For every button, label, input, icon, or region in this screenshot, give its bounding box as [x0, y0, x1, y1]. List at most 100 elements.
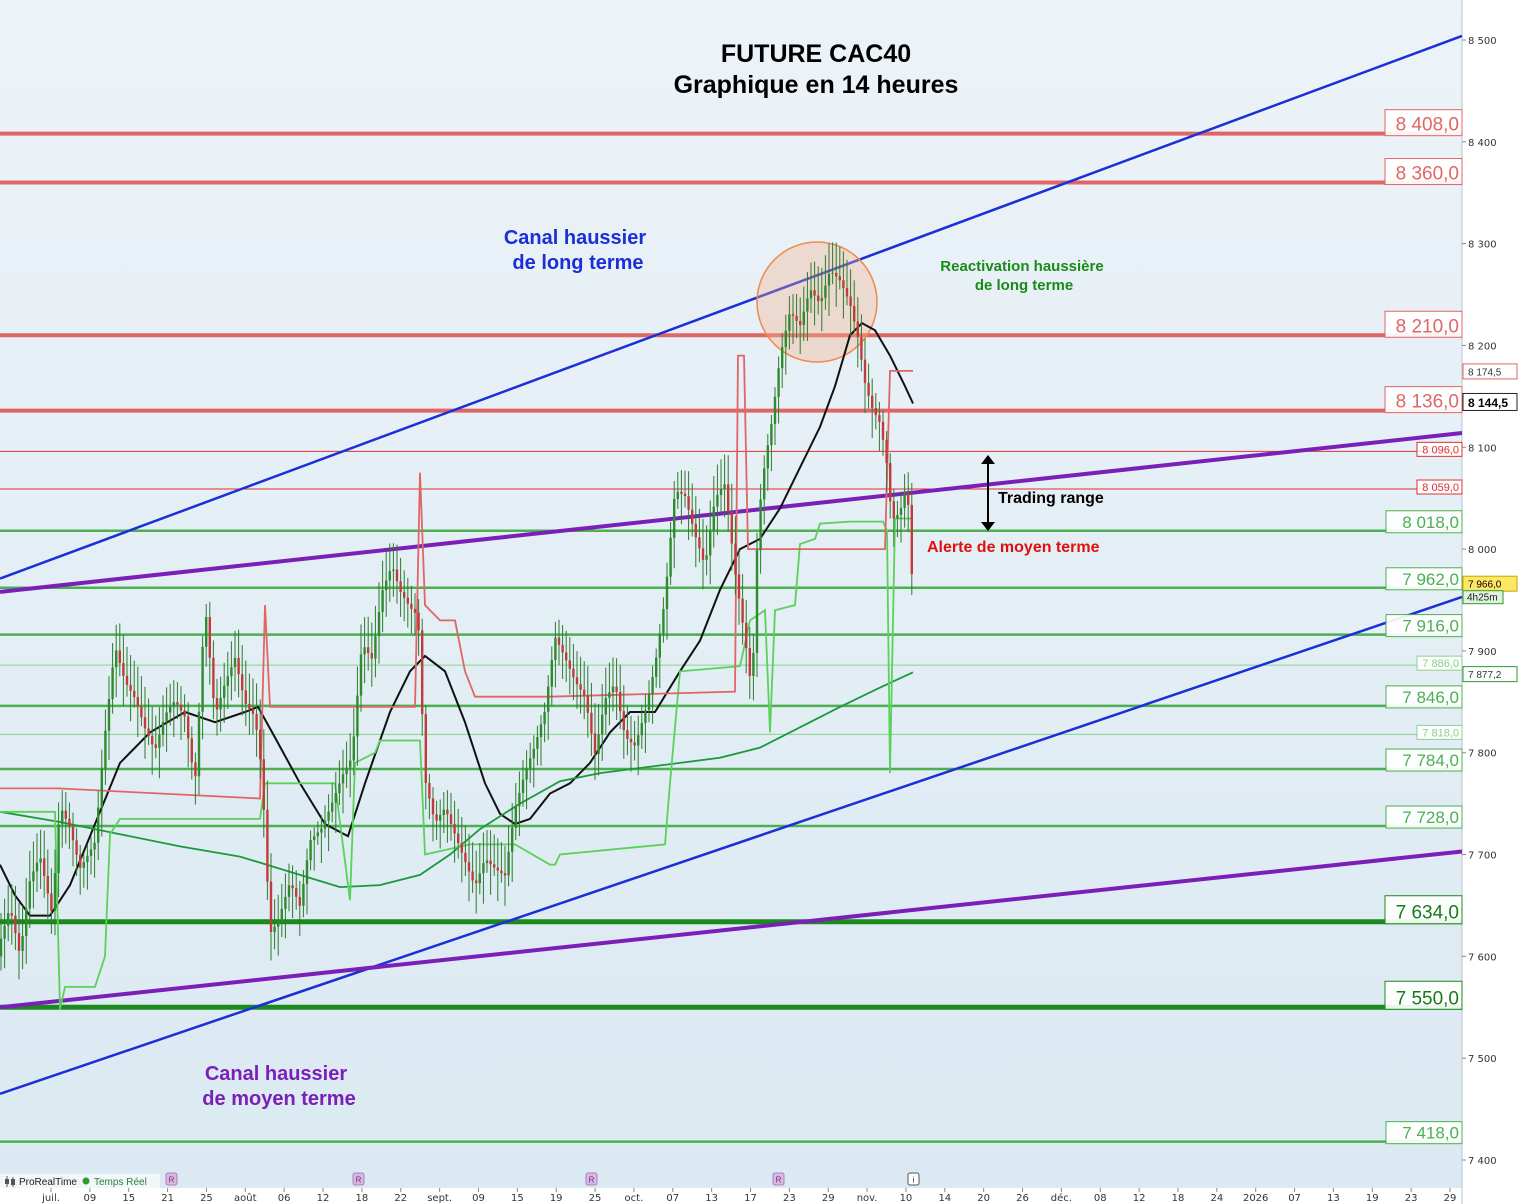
svg-text:R: R	[589, 1176, 595, 1185]
candle-body	[453, 823, 456, 834]
x-tick-label: 20	[977, 1193, 990, 1204]
annotation-medium-term-channel-line1: Canal haussier	[205, 1063, 348, 1085]
candle-body	[874, 408, 877, 415]
x-tick-label: 23	[783, 1193, 796, 1204]
candle-body	[0, 938, 3, 957]
candle-body	[154, 744, 157, 748]
footer-status: Temps Réel	[94, 1177, 147, 1188]
x-tick-label: 19	[550, 1193, 563, 1204]
candle-body	[802, 311, 805, 325]
candle-body	[698, 537, 701, 549]
candle-body	[165, 712, 168, 722]
candle-body	[71, 826, 75, 841]
candle-body	[871, 395, 874, 409]
y-tick-label: 7 600	[1468, 952, 1497, 963]
candle-body	[863, 359, 867, 383]
candle-body	[485, 860, 489, 864]
candle-body	[737, 574, 741, 599]
x-tick-label: juil.	[41, 1193, 60, 1204]
candle-body	[215, 698, 219, 710]
candle-body	[907, 492, 910, 505]
candle-body	[233, 657, 237, 668]
candle-body	[359, 654, 363, 696]
candle-body	[525, 767, 528, 780]
price-tag-box	[1462, 392, 1518, 411]
candle-body	[392, 569, 395, 571]
candle-body	[64, 810, 67, 819]
candle-body	[608, 692, 611, 698]
x-tick-label: 07	[1288, 1193, 1301, 1204]
candle-body	[547, 686, 550, 712]
r-marker-icon[interactable]: R	[352, 1172, 365, 1186]
level-label-box	[1416, 655, 1463, 671]
r-marker-icon[interactable]: R	[165, 1172, 178, 1186]
candle-body	[730, 511, 733, 544]
r-marker-icon[interactable]: R	[772, 1172, 785, 1186]
level-label-box	[1385, 805, 1463, 829]
candle-body	[853, 306, 856, 322]
level-label: 7 886,0	[1422, 658, 1459, 670]
candle-body	[212, 657, 215, 699]
candle-body	[511, 827, 514, 852]
candle-body	[824, 285, 827, 298]
candle-body	[460, 843, 463, 853]
candle-body	[741, 598, 744, 623]
candle-body	[629, 738, 633, 743]
candle-body	[590, 712, 593, 734]
price-tags: 8 174,5 8 144,5 7 966,0 7 877,2 4h25m	[1462, 363, 1518, 683]
candle-body	[345, 767, 348, 775]
candle-body	[435, 814, 438, 821]
candle-body	[763, 468, 766, 500]
candle-body	[410, 603, 413, 609]
y-tick-label: 7 900	[1468, 647, 1497, 658]
x-tick-label: oct.	[625, 1193, 644, 1204]
level-label-box	[1385, 685, 1463, 709]
x-tick-label: 29	[822, 1193, 835, 1204]
candle-body	[125, 675, 129, 685]
r-marker-icon[interactable]: R	[585, 1172, 598, 1186]
candle-body	[539, 724, 543, 738]
x-tick-label: 13	[705, 1193, 718, 1204]
candle-body	[867, 382, 870, 396]
reactivation-circle	[756, 241, 878, 363]
y-tick-label: 7 400	[1468, 1156, 1497, 1167]
candle-body	[395, 569, 399, 582]
y-tick-label: 7 800	[1468, 749, 1497, 760]
annotation-long-term-channel-line1: Canal haussier	[504, 227, 647, 249]
x-tick-label: 12	[317, 1193, 330, 1204]
level-label: 7 728,0	[1402, 808, 1459, 827]
candle-body	[860, 337, 863, 360]
candle-body	[352, 736, 355, 761]
info-marker-icon[interactable]: i	[907, 1172, 920, 1186]
candle-body	[716, 494, 719, 507]
candle-body	[583, 689, 586, 696]
y-tick-label: 8 000	[1468, 545, 1497, 556]
indicator-line	[0, 517, 913, 1010]
candle-body	[529, 758, 532, 768]
level-label-box	[1384, 158, 1463, 186]
candles-logo-icon	[5, 1176, 15, 1187]
candle-body	[536, 737, 539, 749]
annotation-reactivation-line1: Reactivation haussière	[940, 258, 1103, 275]
live-status-dot-icon	[82, 1177, 90, 1185]
level-label-box	[1385, 614, 1463, 638]
candle-body	[734, 543, 737, 575]
level-label: 8 096,0	[1422, 444, 1459, 456]
level-label: 8 136,0	[1396, 392, 1459, 413]
candle-body	[709, 530, 712, 556]
x-tick-label: 07	[666, 1193, 679, 1204]
candle-body	[428, 783, 431, 799]
candle-body	[701, 548, 705, 560]
candle-body	[17, 933, 21, 951]
svg-text:R: R	[776, 1176, 782, 1185]
candle-body	[482, 863, 485, 874]
candle-body	[550, 660, 553, 687]
candle-body	[500, 870, 503, 874]
candle-body	[777, 368, 780, 397]
candle-body	[467, 862, 471, 872]
y-tick-label: 8 200	[1468, 341, 1497, 352]
x-tick-label: 25	[589, 1193, 602, 1204]
candle-body	[827, 273, 831, 286]
